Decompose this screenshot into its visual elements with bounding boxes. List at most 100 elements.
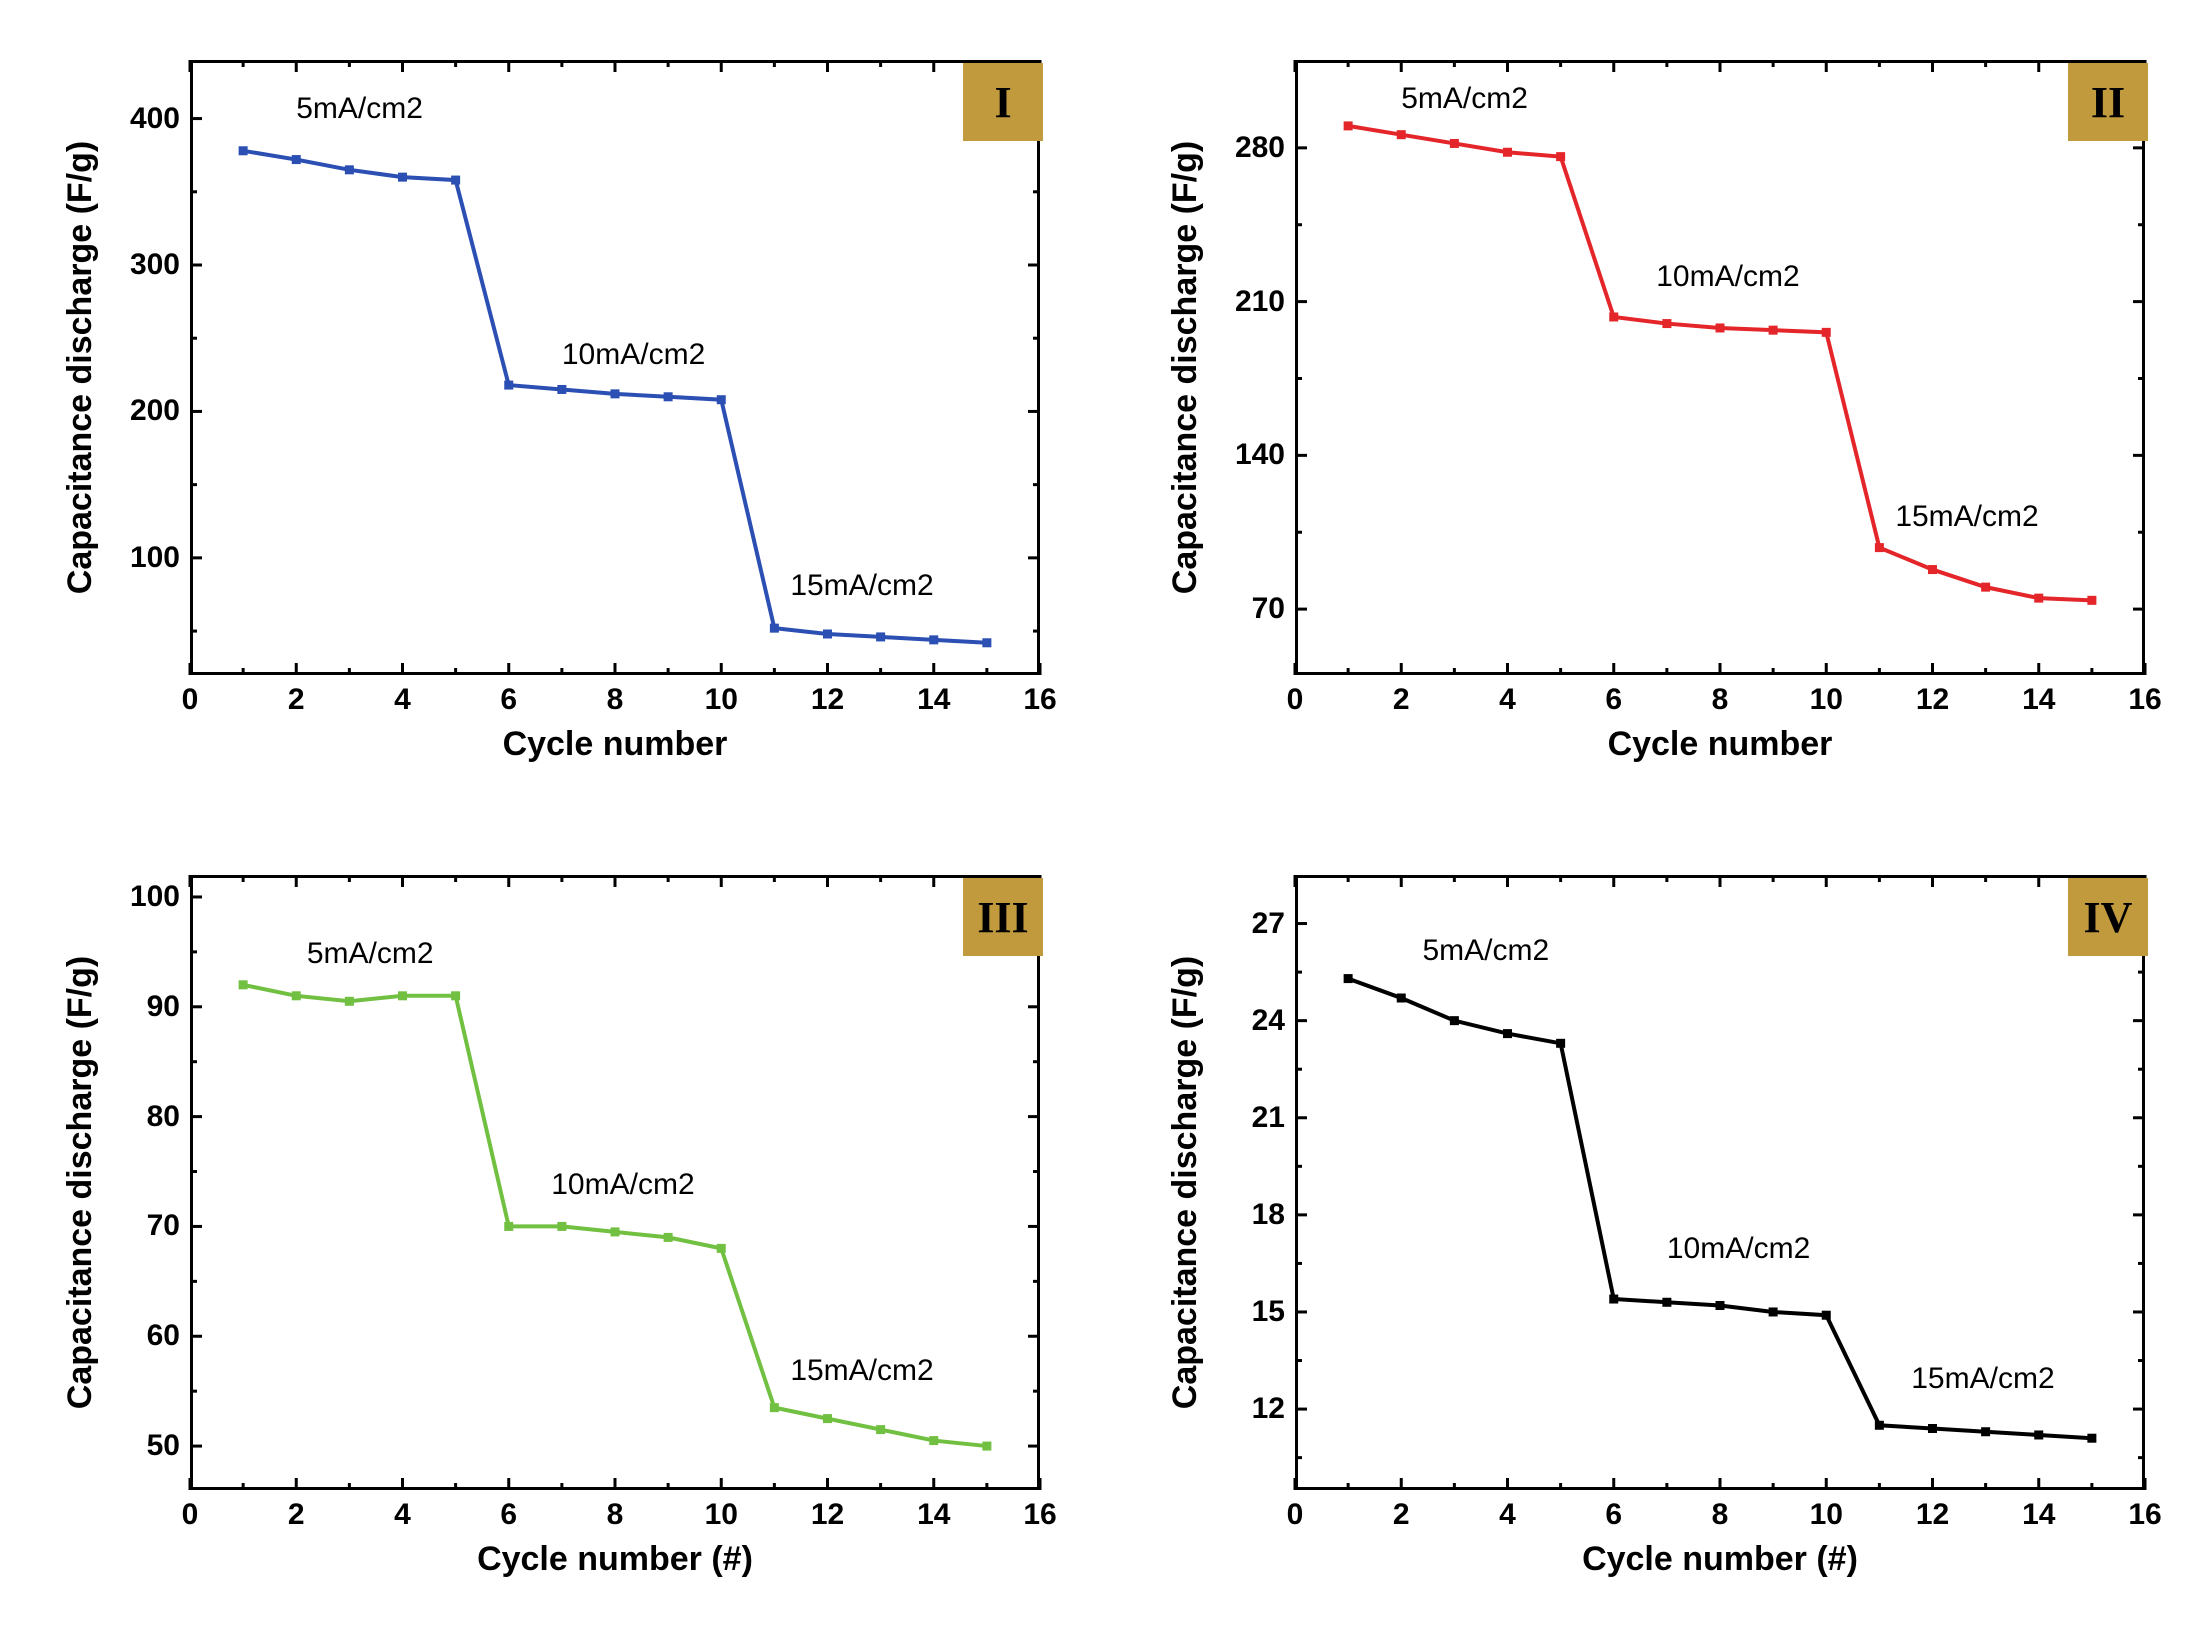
series-marker [1663, 1298, 1671, 1306]
panel-badge: II [2068, 63, 2148, 141]
x-tick-label: 4 [1499, 1498, 1516, 1532]
y-tick-label: 280 [1235, 131, 1285, 165]
x-axis-label: Cycle number (#) [1295, 1540, 2145, 1579]
series-marker [399, 992, 407, 1000]
plot-svg [1295, 60, 2145, 675]
annotation-label: 10mA/cm2 [1667, 1232, 1810, 1266]
y-tick-label: 100 [130, 880, 180, 914]
series-marker [1504, 148, 1512, 156]
x-tick-label: 8 [607, 1498, 624, 1532]
y-tick-label: 140 [1235, 438, 1285, 472]
series-marker [2035, 594, 2043, 602]
x-axis-label: Cycle number [190, 725, 1040, 764]
y-tick-label: 300 [130, 248, 180, 282]
y-axis-label: Capacitance discharge (F/g) [1166, 60, 1205, 675]
x-tick-label: 14 [917, 1498, 950, 1532]
annotation-label: 5mA/cm2 [1401, 82, 1528, 116]
series-marker [345, 997, 353, 1005]
series-marker [1344, 122, 1352, 130]
series-marker [452, 176, 460, 184]
series-marker [1663, 320, 1671, 328]
series-marker [1929, 566, 1937, 574]
series-marker [1822, 328, 1830, 336]
annotation-label: 15mA/cm2 [790, 569, 933, 603]
series-marker [611, 1228, 619, 1236]
x-tick-label: 16 [1023, 1498, 1056, 1532]
annotation-label: 5mA/cm2 [1423, 934, 1550, 968]
series-marker [770, 624, 778, 632]
series-marker [1557, 1039, 1565, 1047]
y-axis-label: Capacitance discharge (F/g) [1166, 875, 1205, 1490]
series-marker [558, 1222, 566, 1230]
x-tick-label: 4 [394, 683, 411, 717]
series-marker [399, 173, 407, 181]
chart-panel-III: 02468101214165060708090100Cycle number (… [20, 835, 1065, 1620]
series-marker [1822, 1311, 1830, 1319]
y-tick-label: 210 [1235, 285, 1285, 319]
series-marker [505, 1222, 513, 1230]
panel-badge: I [963, 63, 1043, 141]
y-tick-label: 50 [147, 1429, 180, 1463]
series-marker [717, 1244, 725, 1252]
x-tick-label: 12 [811, 1498, 844, 1532]
series-marker [664, 393, 672, 401]
series-marker [1875, 1421, 1883, 1429]
x-tick-label: 14 [2022, 683, 2055, 717]
series-marker [611, 390, 619, 398]
x-tick-label: 2 [1393, 683, 1410, 717]
series-marker [983, 639, 991, 647]
x-tick-label: 14 [917, 683, 950, 717]
annotation-label: 10mA/cm2 [551, 1168, 694, 1202]
x-tick-label: 2 [1393, 1498, 1410, 1532]
y-tick-label: 21 [1252, 1101, 1285, 1135]
x-tick-label: 8 [1712, 1498, 1729, 1532]
y-tick-label: 100 [130, 541, 180, 575]
series-marker [1769, 1308, 1777, 1316]
annotation-label: 5mA/cm2 [307, 937, 434, 971]
x-tick-label: 10 [1810, 683, 1843, 717]
series-marker [717, 396, 725, 404]
series-marker [1450, 1017, 1458, 1025]
panel-badge: IV [2068, 878, 2148, 956]
x-tick-label: 16 [2128, 683, 2161, 717]
series-marker [1344, 975, 1352, 983]
x-tick-label: 10 [705, 1498, 738, 1532]
series-marker [1982, 1428, 1990, 1436]
series-marker [983, 1442, 991, 1450]
y-axis-label: Capacitance discharge (F/g) [61, 60, 100, 675]
x-tick-label: 8 [607, 683, 624, 717]
x-tick-label: 4 [394, 1498, 411, 1532]
annotation-label: 15mA/cm2 [790, 1354, 933, 1388]
series-marker [505, 381, 513, 389]
x-tick-label: 16 [2128, 1498, 2161, 1532]
series-marker [877, 633, 885, 641]
annotation-label: 10mA/cm2 [1656, 260, 1799, 294]
series-marker [1982, 583, 1990, 591]
chart-panel-IV: 0246810121416121518212427Cycle number (#… [1125, 835, 2170, 1620]
y-tick-label: 90 [147, 990, 180, 1024]
x-tick-label: 4 [1499, 683, 1516, 717]
series-marker [1397, 131, 1405, 139]
x-tick-label: 0 [1287, 1498, 1304, 1532]
annotation-label: 15mA/cm2 [1895, 500, 2038, 534]
series-marker [1716, 1302, 1724, 1310]
chart-panel-I: 0246810121416100200300400Cycle numberCap… [20, 20, 1065, 805]
x-tick-label: 12 [1916, 1498, 1949, 1532]
x-tick-label: 6 [1605, 1498, 1622, 1532]
series-marker [292, 992, 300, 1000]
panel-badge: III [963, 878, 1043, 956]
y-tick-label: 24 [1252, 1004, 1285, 1038]
chart-grid: 0246810121416100200300400Cycle numberCap… [20, 20, 2170, 1620]
y-tick-label: 80 [147, 1100, 180, 1134]
y-tick-label: 200 [130, 394, 180, 428]
series-marker [930, 636, 938, 644]
y-tick-label: 70 [1252, 592, 1285, 626]
series-marker [824, 630, 832, 638]
x-tick-label: 14 [2022, 1498, 2055, 1532]
x-tick-label: 6 [500, 1498, 517, 1532]
x-tick-label: 2 [288, 1498, 305, 1532]
y-tick-label: 12 [1252, 1392, 1285, 1426]
x-tick-label: 12 [1916, 683, 1949, 717]
series-marker [345, 166, 353, 174]
y-tick-label: 60 [147, 1319, 180, 1353]
